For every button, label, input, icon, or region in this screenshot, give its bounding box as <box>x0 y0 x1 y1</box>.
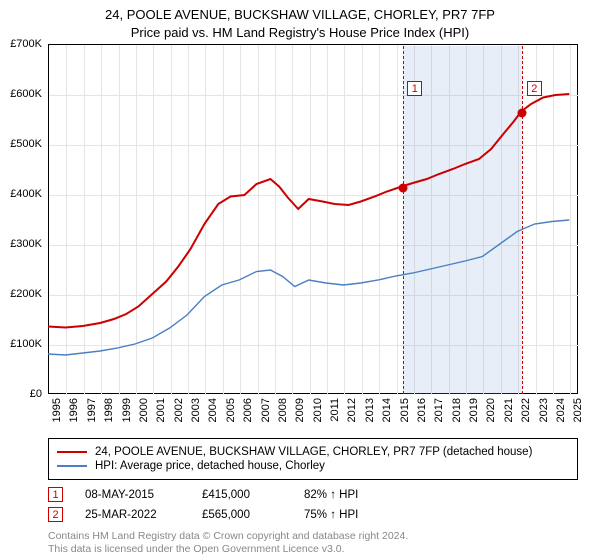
gridline-v <box>379 45 380 395</box>
gridline-v <box>310 45 311 395</box>
gridline-v <box>223 45 224 395</box>
transaction-date: 08-MAY-2015 <box>85 489 180 501</box>
marker-label-box: 2 <box>527 81 542 96</box>
x-tick-label: 2017 <box>433 398 445 422</box>
x-tick-label: 2002 <box>173 398 185 422</box>
gridline-v <box>136 45 137 395</box>
x-tick-label: 2025 <box>572 398 584 422</box>
x-tick-label: 2005 <box>225 398 237 422</box>
transaction-date: 25-MAR-2022 <box>85 509 180 521</box>
x-tick-label: 1996 <box>68 398 80 422</box>
gridline-v <box>66 45 67 395</box>
gridline-v <box>84 45 85 395</box>
y-tick-label: £400K <box>0 188 42 200</box>
legend-panel: 24, POOLE AVENUE, BUCKSHAW VILLAGE, CHOR… <box>48 438 578 480</box>
gridline-v <box>570 45 571 395</box>
x-tick-label: 2008 <box>277 398 289 422</box>
y-tick-label: £200K <box>0 288 42 300</box>
transaction-pct: 75% ↑ HPI <box>304 509 394 521</box>
gridline-v <box>153 45 154 395</box>
y-tick-label: £0 <box>0 388 42 400</box>
footer-line-2: This data is licensed under the Open Gov… <box>48 543 408 556</box>
transaction-row: 2 25-MAR-2022 £565,000 75% ↑ HPI <box>48 507 578 522</box>
title-line-1: 24, POOLE AVENUE, BUCKSHAW VILLAGE, CHOR… <box>0 6 600 24</box>
transaction-price: £415,000 <box>202 489 282 501</box>
y-tick-label: £700K <box>0 38 42 50</box>
x-tick-label: 2015 <box>399 398 411 422</box>
transaction-pct: 82% ↑ HPI <box>304 489 394 501</box>
transaction-marker: 1 <box>48 487 63 502</box>
x-tick-label: 2001 <box>155 398 167 422</box>
gridline-v <box>205 45 206 395</box>
x-tick-label: 2011 <box>329 398 341 422</box>
x-tick-label: 2014 <box>381 398 393 422</box>
x-tick-label: 2007 <box>260 398 272 422</box>
x-tick-label: 2024 <box>555 398 567 422</box>
legend-row: HPI: Average price, detached house, Chor… <box>57 460 569 472</box>
x-tick-label: 2018 <box>451 398 463 422</box>
x-tick-label: 2013 <box>364 398 376 422</box>
x-tick-label: 2022 <box>520 398 532 422</box>
gridline-v <box>119 45 120 395</box>
x-tick-label: 2012 <box>346 398 358 422</box>
footer-attribution: Contains HM Land Registry data © Crown c… <box>48 530 408 556</box>
marker-dot <box>398 183 407 192</box>
marker-dashed-line <box>522 46 523 394</box>
x-tick-label: 2021 <box>503 398 515 422</box>
chart-container: 24, POOLE AVENUE, BUCKSHAW VILLAGE, CHOR… <box>0 0 600 560</box>
x-tick-label: 2016 <box>416 398 428 422</box>
gridline-v <box>553 45 554 395</box>
title-line-2: Price paid vs. HM Land Registry's House … <box>0 24 600 42</box>
chart-title: 24, POOLE AVENUE, BUCKSHAW VILLAGE, CHOR… <box>0 0 600 41</box>
marker-dot <box>518 108 527 117</box>
legend-label: HPI: Average price, detached house, Chor… <box>95 460 325 472</box>
chart-area: 12 £0£100K£200K£300K£400K£500K£600K£700K… <box>48 44 578 394</box>
legend-swatch <box>57 465 87 467</box>
x-tick-label: 2020 <box>485 398 497 422</box>
marker-dashed-line <box>403 46 404 394</box>
gridline-v <box>240 45 241 395</box>
transaction-row: 1 08-MAY-2015 £415,000 82% ↑ HPI <box>48 487 578 502</box>
x-tick-label: 2023 <box>538 398 550 422</box>
legend-swatch <box>57 451 87 453</box>
x-tick-label: 1998 <box>103 398 115 422</box>
gridline-v <box>344 45 345 395</box>
y-tick-label: £600K <box>0 88 42 100</box>
x-tick-label: 2000 <box>138 398 150 422</box>
plot-region: 12 <box>48 44 578 394</box>
y-tick-label: £100K <box>0 338 42 350</box>
x-tick-label: 2003 <box>190 398 202 422</box>
gridline-v <box>171 45 172 395</box>
x-tick-label: 2010 <box>312 398 324 422</box>
marker-label-box: 1 <box>407 81 422 96</box>
x-tick-label: 2019 <box>468 398 480 422</box>
footer-line-1: Contains HM Land Registry data © Crown c… <box>48 530 408 543</box>
gridline-v <box>188 45 189 395</box>
x-tick-label: 1997 <box>86 398 98 422</box>
y-tick-label: £300K <box>0 238 42 250</box>
gridline-v <box>397 45 398 395</box>
legend-label: 24, POOLE AVENUE, BUCKSHAW VILLAGE, CHOR… <box>95 446 532 458</box>
transaction-marker: 2 <box>48 507 63 522</box>
gridline-v <box>362 45 363 395</box>
x-tick-label: 2004 <box>207 398 219 422</box>
gridline-v <box>292 45 293 395</box>
y-tick-label: £500K <box>0 138 42 150</box>
gridline-v <box>536 45 537 395</box>
gridline-v <box>101 45 102 395</box>
transaction-price: £565,000 <box>202 509 282 521</box>
gridline-v <box>327 45 328 395</box>
gridline-v <box>275 45 276 395</box>
shaded-band <box>403 46 523 394</box>
x-tick-label: 2006 <box>242 398 254 422</box>
x-tick-label: 1999 <box>121 398 133 422</box>
legend-row: 24, POOLE AVENUE, BUCKSHAW VILLAGE, CHOR… <box>57 446 569 458</box>
transaction-rows: 1 08-MAY-2015 £415,000 82% ↑ HPI 2 25-MAR-202… <box>48 482 578 527</box>
x-tick-label: 1995 <box>51 398 63 422</box>
gridline-v <box>258 45 259 395</box>
x-tick-label: 2009 <box>294 398 306 422</box>
